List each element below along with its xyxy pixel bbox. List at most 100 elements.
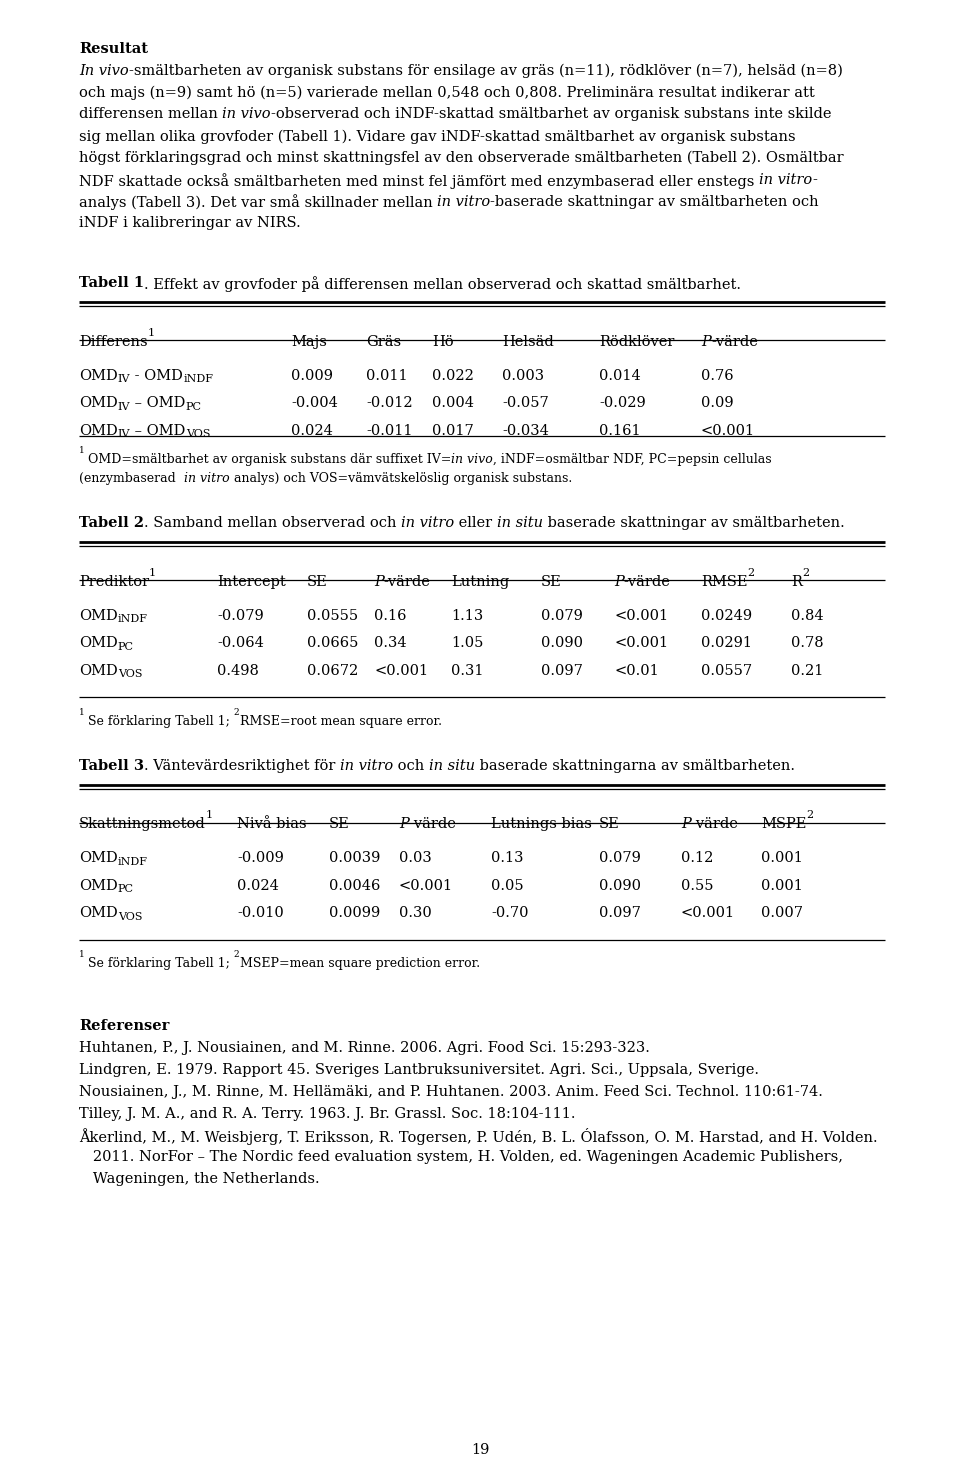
Text: Gräs: Gräs: [366, 335, 401, 348]
Text: -0.029: -0.029: [599, 397, 646, 410]
Text: Se förklaring Tabell 1;: Se förklaring Tabell 1;: [88, 715, 234, 727]
Text: 1: 1: [79, 708, 84, 717]
Text: 0.097: 0.097: [599, 906, 641, 920]
Text: 0.55: 0.55: [681, 879, 713, 892]
Text: 0.097: 0.097: [541, 664, 583, 678]
Text: 0.34: 0.34: [374, 636, 407, 650]
Text: P: P: [374, 575, 384, 589]
Text: 0.0557: 0.0557: [701, 664, 752, 678]
Text: baserade skattningar av smältbarheten.: baserade skattningar av smältbarheten.: [543, 516, 845, 531]
Text: analys (Tabell 3). Det var små skillnader mellan: analys (Tabell 3). Det var små skillnade…: [79, 195, 438, 211]
Text: . Effekt av grovfoder på differensen mellan observerad och skattad smältbarhet.: . Effekt av grovfoder på differensen mel…: [144, 276, 741, 292]
Text: 19: 19: [470, 1443, 490, 1457]
Text: 0.0555: 0.0555: [307, 609, 358, 622]
Text: -0.079: -0.079: [217, 609, 264, 622]
Text: -0.010: -0.010: [237, 906, 284, 920]
Text: NDF skattade också smältbarheten med minst fel jämfört med enzymbaserad eller en: NDF skattade också smältbarheten med min…: [79, 173, 759, 189]
Text: 0.09: 0.09: [701, 397, 733, 410]
Text: . Väntevärdesriktighet för: . Väntevärdesriktighet för: [144, 758, 340, 773]
Text: P: P: [681, 817, 691, 832]
Text: -värde: -värde: [691, 817, 737, 832]
Text: 0.024: 0.024: [291, 423, 333, 438]
Text: 0.0665: 0.0665: [307, 636, 358, 650]
Text: 0.0672: 0.0672: [307, 664, 358, 678]
Text: 0.31: 0.31: [451, 664, 484, 678]
Text: in vivo: in vivo: [223, 108, 271, 121]
Text: 2: 2: [234, 950, 239, 959]
Text: OMD: OMD: [79, 423, 118, 438]
Text: P: P: [614, 575, 624, 589]
Text: -0.034: -0.034: [502, 423, 549, 438]
Text: 2: 2: [802, 568, 809, 578]
Text: -0.011: -0.011: [366, 423, 413, 438]
Text: PC: PC: [185, 401, 202, 412]
Text: iNDF i kalibreringar av NIRS.: iNDF i kalibreringar av NIRS.: [79, 217, 300, 230]
Text: 1: 1: [149, 568, 156, 578]
Text: Helsäd: Helsäd: [502, 335, 554, 348]
Text: Huhtanen, P., J. Nousiainen, and M. Rinne. 2006. Agri. Food Sci. 15:293-323.: Huhtanen, P., J. Nousiainen, and M. Rinn…: [79, 1041, 650, 1055]
Text: Intercept: Intercept: [217, 575, 286, 589]
Text: 1.05: 1.05: [451, 636, 484, 650]
Text: 1: 1: [148, 327, 155, 338]
Text: och: och: [394, 758, 429, 773]
Text: IV: IV: [118, 429, 131, 440]
Text: 0.78: 0.78: [791, 636, 824, 650]
Text: 0.079: 0.079: [599, 851, 641, 866]
Text: 1.13: 1.13: [451, 609, 483, 622]
Text: SE: SE: [329, 817, 349, 832]
Text: 0.024: 0.024: [237, 879, 278, 892]
Text: Nivå bias: Nivå bias: [237, 817, 306, 832]
Text: <0.001: <0.001: [399, 879, 453, 892]
Text: <0.001: <0.001: [701, 423, 756, 438]
Text: in vitro: in vitro: [401, 516, 454, 531]
Text: Hö: Hö: [432, 335, 454, 348]
Text: in vivo: in vivo: [451, 453, 493, 466]
Text: iNDF: iNDF: [183, 375, 213, 384]
Text: 0.161: 0.161: [599, 423, 640, 438]
Text: OMD: OMD: [79, 369, 118, 382]
Text: 0.014: 0.014: [599, 369, 640, 382]
Text: Tabell 1: Tabell 1: [79, 276, 144, 291]
Text: <0.001: <0.001: [374, 664, 428, 678]
Text: R: R: [791, 575, 802, 589]
Text: OMD: OMD: [79, 851, 118, 866]
Text: -värde: -värde: [710, 335, 757, 348]
Text: SE: SE: [599, 817, 620, 832]
Text: in vitro: in vitro: [184, 472, 229, 485]
Text: Tabell 3: Tabell 3: [79, 758, 144, 773]
Text: SE: SE: [307, 575, 327, 589]
Text: MSPE: MSPE: [761, 817, 806, 832]
Text: 0.0291: 0.0291: [701, 636, 752, 650]
Text: 0.03: 0.03: [399, 851, 432, 866]
Text: -0.009: -0.009: [237, 851, 284, 866]
Text: – OMD: – OMD: [131, 397, 185, 410]
Text: 0.30: 0.30: [399, 906, 432, 920]
Text: Tabell 2: Tabell 2: [79, 516, 144, 531]
Text: -värde: -värde: [624, 575, 671, 589]
Text: 2: 2: [748, 568, 755, 578]
Text: analys) och VOS=vämvätskelöslig organisk substans.: analys) och VOS=vämvätskelöslig organisk…: [229, 472, 572, 485]
Text: eller: eller: [454, 516, 497, 531]
Text: iNDF: iNDF: [118, 615, 148, 624]
Text: OMD: OMD: [79, 879, 118, 892]
Text: 1: 1: [79, 950, 84, 959]
Text: Skattningsmetod: Skattningsmetod: [79, 817, 205, 832]
Text: OMD: OMD: [79, 664, 118, 678]
Text: P: P: [399, 817, 409, 832]
Text: OMD: OMD: [79, 609, 118, 622]
Text: 1: 1: [205, 810, 213, 820]
Text: 0.003: 0.003: [502, 369, 544, 382]
Text: Wageningen, the Netherlands.: Wageningen, the Netherlands.: [79, 1173, 320, 1186]
Text: OMD: OMD: [79, 636, 118, 650]
Text: Nousiainen, J., M. Rinne, M. Hellämäki, and P. Huhtanen. 2003. Anim. Feed Sci. T: Nousiainen, J., M. Rinne, M. Hellämäki, …: [79, 1084, 823, 1099]
Text: 0.001: 0.001: [761, 851, 803, 866]
Text: 0.05: 0.05: [491, 879, 523, 892]
Text: 0.498: 0.498: [217, 664, 259, 678]
Text: Resultat: Resultat: [79, 41, 148, 56]
Text: 0.004: 0.004: [432, 397, 474, 410]
Text: 0.0099: 0.0099: [329, 906, 380, 920]
Text: 0.011: 0.011: [366, 369, 408, 382]
Text: Differens: Differens: [79, 335, 148, 348]
Text: <0.001: <0.001: [681, 906, 735, 920]
Text: 0.001: 0.001: [761, 879, 803, 892]
